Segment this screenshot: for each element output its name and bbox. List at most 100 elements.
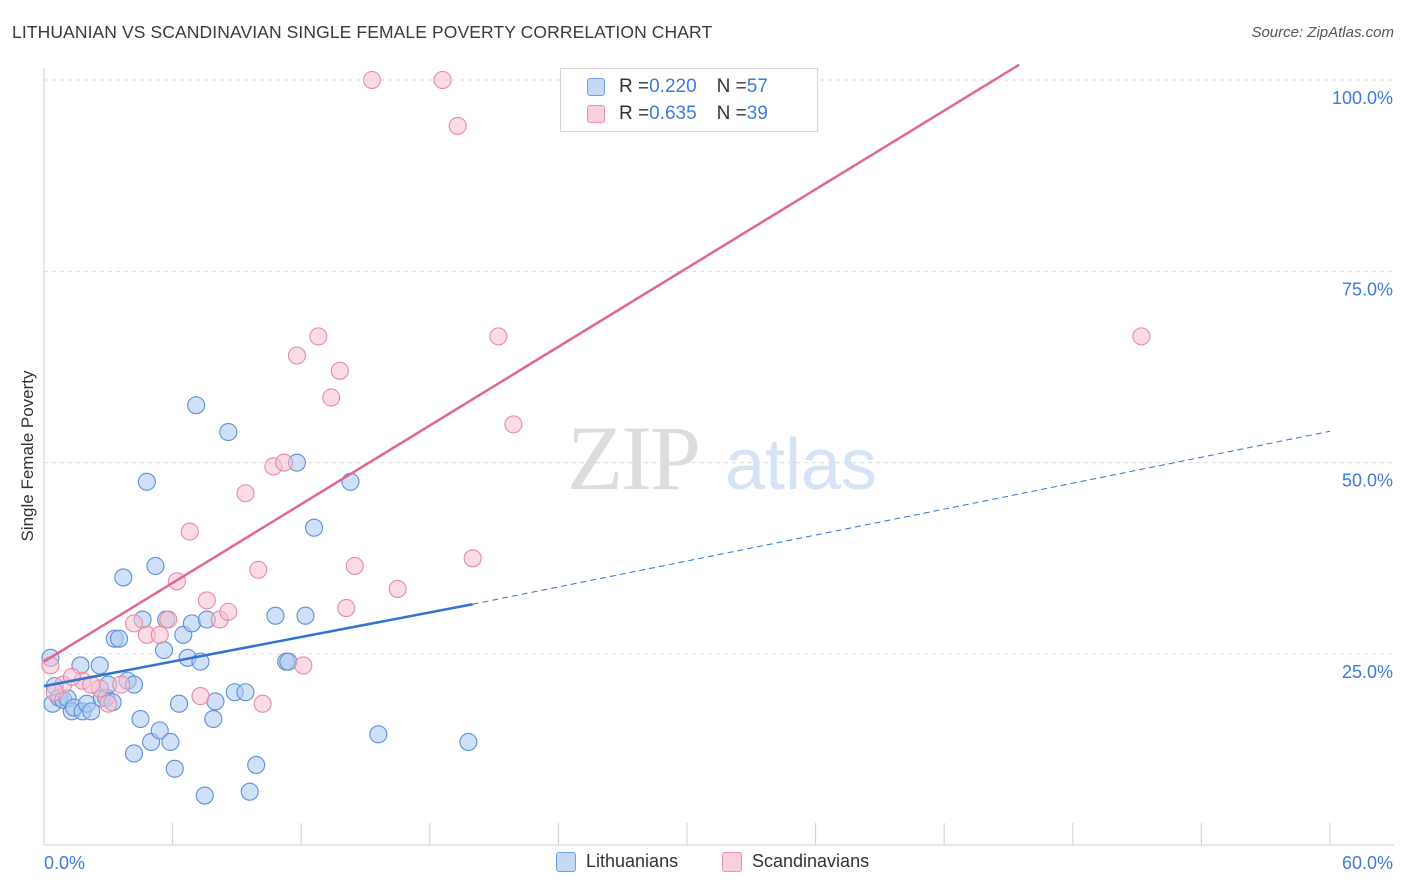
scandinavian-point xyxy=(99,694,118,713)
lithuanian-point xyxy=(109,629,129,648)
scandinavian-point xyxy=(322,388,341,407)
legend-n-label: N = xyxy=(716,76,747,97)
lithuanian-point xyxy=(150,721,169,740)
watermark-zip: ZIP xyxy=(567,407,699,509)
lithuanians-trend-extension xyxy=(472,430,1331,605)
watermark-atlas: atlas xyxy=(725,425,877,505)
legend-row-lithuanians: R = 0.220 N = 57 xyxy=(587,75,768,99)
scandinavian-point xyxy=(388,579,407,598)
lithuanian-point xyxy=(279,652,298,671)
y-tick-label: 25.0% xyxy=(1342,662,1393,682)
legend-r-label: R = xyxy=(619,76,650,97)
scandinavian-point xyxy=(236,484,255,503)
scandinavian-point xyxy=(219,602,238,621)
lithuanian-point xyxy=(82,702,101,721)
lithuanian-point xyxy=(131,709,150,729)
legend-swatch-pink xyxy=(587,105,605,123)
lithuanian-point xyxy=(369,725,388,744)
source-label: Source: ZipAtlas.com xyxy=(1251,24,1394,41)
scandinavians-points xyxy=(41,70,1151,713)
scandinavian-point xyxy=(362,70,381,90)
lithuanian-point xyxy=(266,606,285,625)
lithuanian-point xyxy=(137,472,156,491)
lithuanian-point xyxy=(161,732,180,752)
lithuanian-point xyxy=(124,744,144,763)
y-axis-title: Single Female Poverty xyxy=(18,370,37,542)
lithuanian-point xyxy=(240,782,259,801)
scandinavian-point xyxy=(197,591,216,610)
correlation-legend: R = 0.220 N = 57 R = 0.635 N = 39 xyxy=(560,68,818,132)
legend-r-value: 0.220 xyxy=(649,76,697,97)
bottom-legend-scandinavians: Scandinavians xyxy=(722,851,869,872)
scandinavians-trend-line xyxy=(43,63,1020,663)
scandinavian-point xyxy=(489,327,508,346)
scandinavian-point xyxy=(112,675,131,694)
lithuanian-point xyxy=(154,641,174,660)
scandinavian-point xyxy=(41,656,60,675)
lithuanian-point xyxy=(236,683,255,702)
legend-r-label: R = xyxy=(619,103,650,124)
scandinavian-point xyxy=(180,522,199,541)
scandinavian-point xyxy=(253,694,272,713)
legend-n-value: 39 xyxy=(746,103,768,124)
scandinavian-point xyxy=(433,70,452,90)
lithuanian-point xyxy=(187,396,206,415)
bottom-legend-label: Scandinavians xyxy=(752,851,870,871)
scandinavian-point xyxy=(345,556,364,576)
scandinavian-point xyxy=(150,625,169,644)
legend-n-label: N = xyxy=(716,103,747,124)
scandinavian-point xyxy=(159,610,178,629)
scandinavian-point xyxy=(1132,327,1151,346)
x-tick-label: 60.0% xyxy=(1342,853,1393,873)
legend-r-value: 0.635 xyxy=(649,103,697,124)
y-tick-label: 50.0% xyxy=(1342,471,1393,491)
lithuanian-point xyxy=(90,656,109,675)
y-tick-labels: 25.0% 50.0% 75.0% 100.0% xyxy=(1332,88,1393,682)
axes xyxy=(43,68,1394,846)
scandinavian-point xyxy=(294,656,313,675)
scandinavian-point xyxy=(275,453,294,472)
bottom-legend-lithuanians: Lithuanians xyxy=(556,851,678,872)
scandinavian-point xyxy=(287,346,306,365)
watermark: ZIP atlas xyxy=(567,407,877,509)
lithuanians-trend-line xyxy=(43,603,473,688)
lithuanian-point xyxy=(182,614,201,633)
lithuanian-point xyxy=(146,556,165,576)
lithuanian-point xyxy=(114,568,133,587)
lithuanian-point xyxy=(219,422,238,442)
lithuanian-point xyxy=(296,606,315,625)
trend-lines xyxy=(43,63,1331,688)
scandinavian-point xyxy=(249,560,268,579)
y-tick-label: 75.0% xyxy=(1342,279,1393,299)
lithuanian-point xyxy=(169,694,189,713)
legend-row-scandinavians: R = 0.635 N = 39 xyxy=(587,102,768,126)
scandinavian-point xyxy=(504,415,523,434)
y-tick-label: 100.0% xyxy=(1332,88,1393,108)
legend-n-value: 57 xyxy=(746,76,768,97)
lithuanian-point xyxy=(247,755,266,774)
x-tick-label: 0.0% xyxy=(44,853,85,873)
axis-ticks xyxy=(43,823,1331,845)
bottom-legend-label: Lithuanians xyxy=(586,851,679,871)
chart-title: LITHUANIAN VS SCANDINAVIAN SINGLE FEMALE… xyxy=(12,22,713,42)
lithuanian-point xyxy=(341,472,360,491)
lithuanian-point xyxy=(204,709,223,729)
bottom-legend-swatch-blue xyxy=(556,851,576,872)
lithuanian-point xyxy=(165,759,184,778)
scandinavian-point xyxy=(191,687,210,706)
scandinavian-point xyxy=(337,599,356,618)
scandinavian-point xyxy=(448,116,467,135)
grid-lines xyxy=(44,79,1394,655)
bottom-legend-swatch-pink xyxy=(722,851,742,872)
x-tick-labels: 0.0% 60.0% xyxy=(44,853,1393,873)
lithuanian-point xyxy=(305,518,324,537)
lithuanian-point xyxy=(459,732,478,752)
lithuanian-point xyxy=(206,692,225,711)
scandinavian-point xyxy=(124,614,144,633)
scandinavian-point xyxy=(309,327,328,346)
scandinavian-point xyxy=(330,361,349,380)
legend-swatch-blue xyxy=(587,78,605,96)
scandinavian-point xyxy=(463,549,482,568)
lithuanians-points xyxy=(41,396,478,805)
